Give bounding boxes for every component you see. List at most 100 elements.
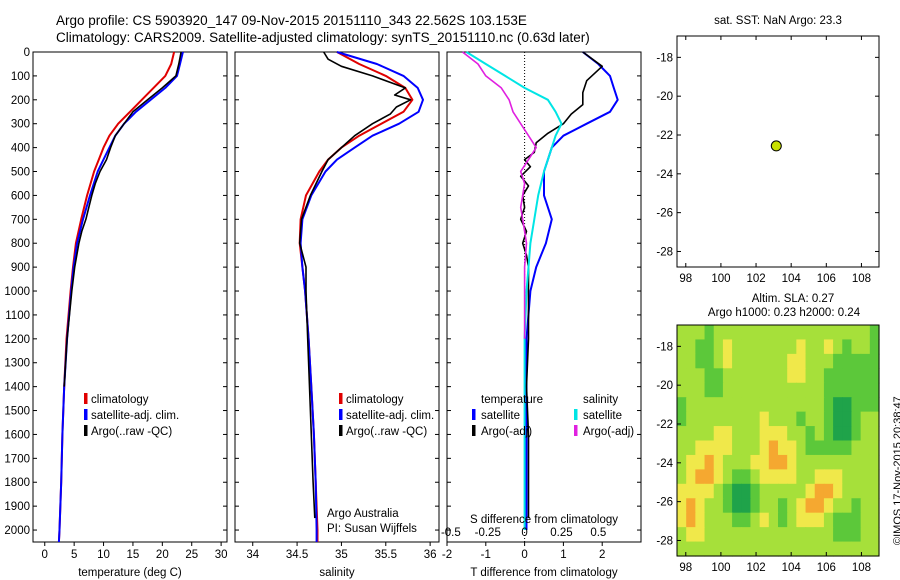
sla-cell [759, 353, 770, 369]
sla-cell [833, 498, 843, 514]
sla-cell [677, 512, 687, 528]
sla-cell [713, 325, 724, 341]
sla-cell [778, 469, 788, 485]
sla-cell [732, 541, 742, 557]
legend-title-temperature: temperature [481, 394, 543, 406]
sla-cell [851, 541, 862, 557]
sla-cell [787, 498, 797, 514]
sla-cell [842, 339, 853, 355]
sla-cell [787, 397, 797, 413]
sla-cell [869, 541, 880, 557]
sla-cell [823, 527, 834, 543]
sla-cell [869, 498, 880, 514]
sla-cell [722, 368, 733, 384]
sla-cell [750, 368, 761, 384]
sla-cell [722, 353, 733, 369]
sla-cell [833, 469, 843, 485]
map-ytick-label: -20 [656, 91, 673, 103]
sal-xtick-label: 35 [335, 549, 348, 561]
sla-cell [741, 498, 752, 514]
sla-cell [732, 469, 742, 485]
sla-cell [722, 339, 733, 355]
climatology-subtitle: Climatology: CARS2009. Satellite-adjuste… [56, 30, 590, 45]
sla-cell [851, 454, 862, 470]
sla-cell [722, 440, 733, 456]
sla-cell [677, 426, 687, 442]
sla-cell [814, 411, 825, 427]
map-xtick-label: 108 [852, 273, 871, 285]
sla-cell [677, 454, 687, 470]
sla-cell [695, 325, 706, 341]
sla-cell [851, 483, 862, 499]
map-xtick-label: 100 [711, 273, 730, 285]
diff-xtick-label: 1 [560, 549, 566, 561]
sla-cell [713, 541, 724, 557]
sla-cell [686, 382, 696, 398]
sla-cell [778, 483, 788, 499]
sla-cell [869, 368, 880, 384]
sla-cell [750, 527, 761, 543]
sla-cell [833, 440, 843, 456]
sla-cell [677, 469, 687, 485]
depth-tick-label: 100 [11, 71, 30, 83]
sla-cell [787, 353, 797, 369]
sla-cell [787, 368, 797, 384]
sla-cell [741, 325, 752, 341]
sla-cell [787, 325, 797, 341]
temp-legend-label: Argo(..raw -QC) [91, 426, 172, 438]
temp-legend-swatch [84, 393, 88, 404]
sla-cell [860, 483, 871, 499]
sla-cell [741, 454, 752, 470]
sla-cell [759, 498, 770, 514]
sal-xtick-label: 34.5 [286, 549, 308, 561]
sla-cell [869, 469, 880, 485]
depth-tick-label: 1300 [4, 358, 30, 370]
sla-cell [732, 411, 742, 427]
sla-cell [796, 426, 807, 442]
sla-cell [842, 325, 853, 341]
sla-cell [778, 382, 788, 398]
sla-cell [805, 353, 816, 369]
sla-cell [833, 353, 843, 369]
sla-cell [722, 411, 733, 427]
sla-cell [823, 411, 834, 427]
sla-cell [796, 498, 807, 514]
temp-legend-label: satellite-adj. clim. [91, 410, 179, 422]
temp-legend-label: climatology [91, 394, 149, 406]
sla-cell [759, 339, 770, 355]
sal-legend-swatch [339, 393, 343, 404]
sla-cell [750, 325, 761, 341]
sla-cell [750, 353, 761, 369]
sla-cell [860, 498, 871, 514]
sla-cell [860, 353, 871, 369]
sla-cell [796, 440, 807, 456]
sla-cell [741, 368, 752, 384]
sla-cell [732, 397, 742, 413]
sla-ytick-label: -18 [656, 341, 673, 353]
sla-cell [695, 397, 706, 413]
depth-tick-label: 1000 [4, 286, 30, 298]
temp-series-climatology [57, 51, 176, 543]
sla-cell [759, 541, 770, 557]
sla-cell [860, 454, 871, 470]
sla-cell [695, 382, 706, 398]
sla-cell [741, 397, 752, 413]
sla-cell [842, 498, 853, 514]
sla-cell [851, 512, 862, 528]
sla-cell [768, 498, 779, 514]
sla-cell [722, 512, 733, 528]
diff-series-temperature-argo-adj- [519, 51, 604, 519]
sla-cell [796, 454, 807, 470]
sla-cell [814, 368, 825, 384]
sla-cell [805, 325, 816, 341]
sla-cell [796, 527, 807, 543]
sla-cell [732, 527, 742, 543]
sla-cell [722, 397, 733, 413]
sla-cell [741, 339, 752, 355]
map-ytick-label: -18 [656, 52, 673, 64]
sla-cell [842, 353, 853, 369]
sla-cell [787, 454, 797, 470]
sla-cell [759, 411, 770, 427]
sla-cell [796, 483, 807, 499]
sla-cell [768, 382, 779, 398]
